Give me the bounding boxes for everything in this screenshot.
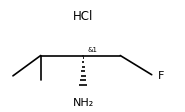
Text: NH₂: NH₂	[73, 97, 94, 107]
Text: &1: &1	[88, 46, 98, 52]
Text: HCl: HCl	[73, 10, 93, 23]
Text: F: F	[158, 70, 164, 80]
